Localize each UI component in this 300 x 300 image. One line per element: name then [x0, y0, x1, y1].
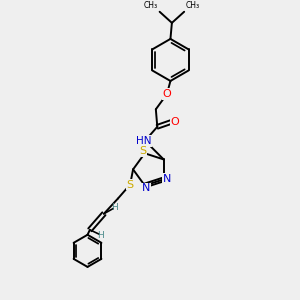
Text: H: H — [97, 231, 104, 240]
Text: N: N — [163, 174, 171, 184]
Text: S: S — [139, 146, 146, 156]
Text: O: O — [163, 89, 171, 99]
Text: S: S — [127, 180, 134, 190]
Text: CH₃: CH₃ — [144, 1, 158, 10]
Text: HN: HN — [136, 136, 151, 146]
Text: N: N — [142, 183, 150, 194]
Text: H: H — [111, 203, 118, 212]
Text: CH₃: CH₃ — [186, 1, 200, 10]
Text: O: O — [170, 116, 179, 127]
